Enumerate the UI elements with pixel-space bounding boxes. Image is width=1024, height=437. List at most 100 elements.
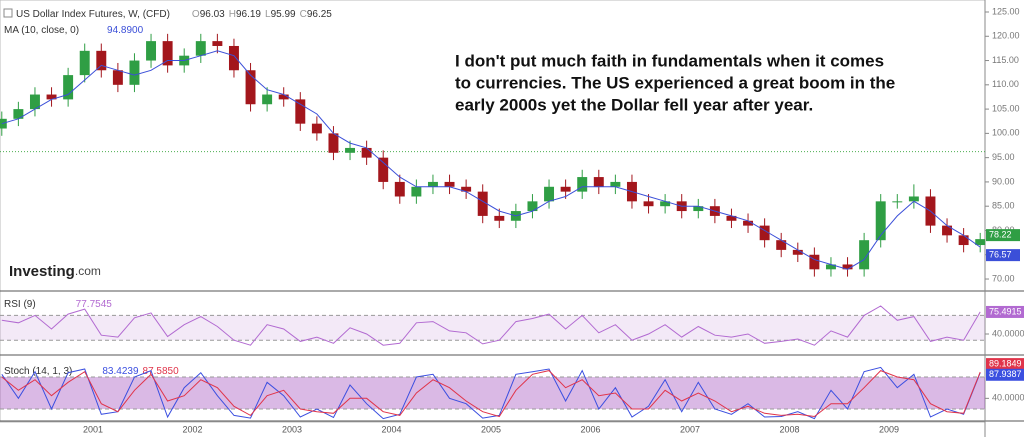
x-tick-label: 2006 [580, 424, 600, 434]
stoch-legend: Stoch (14, 1, 3) 83.4239 87.5850 [4, 366, 179, 377]
candle-body [162, 41, 173, 66]
y-tick-label: 110.00 [992, 79, 1019, 89]
logo-main: Investing [9, 263, 75, 280]
ohlc-value: 96.25 [307, 9, 332, 20]
candle-body [743, 220, 754, 226]
logo: Investing.com [9, 263, 101, 280]
value-badge [986, 229, 1020, 242]
ma-value: 94.8900 [107, 25, 144, 36]
y-tick-label: 70.00 [992, 273, 1015, 283]
candle-body [13, 109, 24, 119]
annotation: early 2000s yet the Dollar fell year aft… [455, 95, 813, 114]
candle-body [461, 186, 472, 192]
candle-body [212, 41, 223, 46]
candle-body [942, 225, 953, 236]
ma-legend: MA (10, close, 0) 94.8900 [4, 25, 144, 36]
candle-body [776, 240, 787, 250]
y-tick-label: 125.00 [992, 6, 1020, 16]
value-badge [986, 305, 1024, 318]
ohlc-value: 95.99 [271, 9, 296, 20]
value-badge-label: 87.9387 [989, 369, 1022, 379]
value-badge [986, 249, 1020, 262]
stoch-k-value: 83.4239 [102, 366, 139, 377]
candle-body [842, 264, 853, 270]
y-tick-label: 40.0000 [992, 393, 1024, 403]
candle-body [345, 147, 356, 153]
candle-body [892, 201, 903, 203]
candle-body [29, 94, 40, 110]
ohlc-value: 96.19 [236, 9, 261, 20]
x-tick-label: 2004 [381, 424, 401, 434]
y-tick-label: 90.00 [992, 176, 1015, 186]
value-badge-label: 89.1849 [989, 358, 1022, 368]
value-badge [986, 368, 1024, 381]
candle-body [875, 201, 886, 241]
candle-body [693, 206, 704, 212]
x-tick-label: 2003 [282, 424, 302, 434]
logo-suffix: .com [75, 264, 101, 278]
candle-body [295, 99, 306, 124]
candle-body [643, 201, 654, 207]
annotation: I don't put much faith in fundamentals w… [455, 51, 884, 70]
candle-body [859, 240, 870, 270]
header: US Dollar Index Futures, W, (CFD) O96.03 H… [3, 8, 332, 377]
ohlc-key: L [265, 9, 271, 20]
candle-body [560, 186, 571, 192]
chart-title: US Dollar Index Futures, W, (CFD) O96.03 H… [16, 9, 332, 20]
candle-body [477, 191, 488, 216]
candle-body [444, 181, 455, 187]
value-badge-label: 75.4915 [989, 306, 1022, 316]
candle-body [527, 201, 538, 212]
candle-body [245, 70, 256, 105]
series-line [1, 305, 981, 346]
candle-body [361, 147, 372, 158]
y-tick-label: 85.00 [992, 201, 1015, 211]
value-badge-label: 78.22 [989, 229, 1012, 239]
ohlc-key: C [300, 9, 307, 20]
candle-body [660, 201, 671, 207]
candle-body [63, 75, 74, 100]
candle-body [544, 186, 555, 202]
annotation: to currencies. The US experienced a grea… [455, 73, 895, 92]
candle-body [726, 215, 737, 221]
series-line [1, 50, 981, 270]
candle-body [311, 123, 322, 134]
x-tick-label: 2002 [182, 424, 202, 434]
y-tick-label: 95.00 [992, 152, 1015, 162]
candle-body [610, 181, 621, 187]
candle-body [494, 215, 505, 221]
candle-body [577, 177, 588, 192]
candle-body [394, 181, 405, 197]
value-badge-label: 76.57 [989, 250, 1012, 260]
candle-body [908, 196, 919, 202]
stoch-name: Stoch (14, 1, 3) [4, 366, 72, 377]
candle-body [411, 186, 422, 197]
band-fill [0, 377, 985, 410]
title-text: US Dollar Index Futures, W, (CFD) [16, 9, 170, 20]
candle-body [96, 50, 107, 71]
rsi-value: 77.7545 [76, 299, 113, 310]
x-tick-label: 2009 [879, 424, 899, 434]
ohlc-key: H [229, 9, 236, 20]
y-tick-label: 100.00 [992, 128, 1020, 138]
candle-body [129, 60, 140, 85]
candle-body [975, 239, 986, 246]
x-tick-label: 2007 [680, 424, 700, 434]
collapse-icon[interactable] [3, 8, 13, 18]
y-tick-label: 115.00 [992, 55, 1019, 65]
y-tick-label: 40.0000 [992, 328, 1024, 338]
value-badge [986, 358, 1024, 371]
band-fill [0, 315, 985, 341]
candle-body [278, 94, 289, 100]
candle-body [195, 41, 206, 56]
stoch-d-value: 87.5850 [143, 366, 180, 377]
x-tick-label: 2001 [83, 424, 103, 434]
candle-body [958, 235, 969, 246]
x-tick-label: 2005 [481, 424, 501, 434]
candle-body [328, 133, 339, 153]
ohlc-key: O [192, 9, 200, 20]
rsi-name: RSI (9) [4, 299, 36, 310]
candle-body [146, 41, 157, 61]
candle-body [792, 249, 803, 255]
